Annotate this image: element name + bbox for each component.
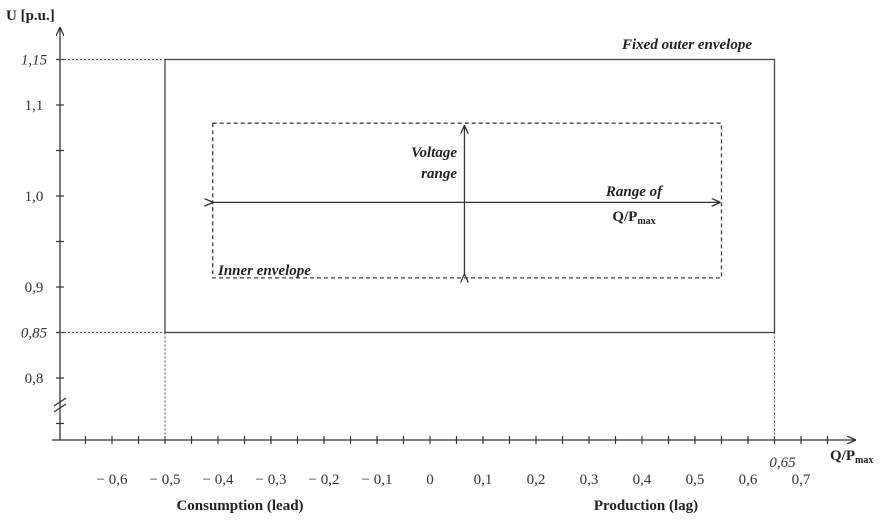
y-tick-label: 0,8 xyxy=(25,371,44,387)
x-axis-title-main: Q/P xyxy=(830,448,855,464)
production-lag-label: Production (lag) xyxy=(594,498,698,514)
x-tick-label: 0,1 xyxy=(474,472,493,488)
y-axis-break xyxy=(53,397,67,413)
x-tick-label: − 0,4 xyxy=(203,472,234,488)
y-tick-label: 1,0 xyxy=(25,189,44,205)
q-range-label-line1: Range of xyxy=(605,184,664,200)
envelope-guide-lines xyxy=(60,59,775,440)
x-tick-label: 0,7 xyxy=(792,472,811,488)
x-tick-label: − 0,1 xyxy=(362,472,393,488)
x-tick-label: − 0,2 xyxy=(309,472,340,488)
fixed-outer-envelope xyxy=(164,58,776,334)
y-tick-label: 1,1 xyxy=(25,98,44,114)
axes xyxy=(52,28,855,444)
x-axis-ticks xyxy=(84,436,829,444)
voltage-range-label-line1: Voltage xyxy=(411,145,457,161)
q-range-label-sub: max xyxy=(637,216,655,227)
x-tick-label: − 0,5 xyxy=(150,472,181,488)
x-tick-label: − 0,3 xyxy=(256,472,287,488)
inner-envelope xyxy=(212,122,723,279)
q-range-label-line2: Q/Pmax xyxy=(612,209,655,227)
inner-envelope-label: Inner envelope xyxy=(217,263,311,279)
x-axis-title: Q/Pmax xyxy=(830,448,873,466)
y-tick-label: 0,85 xyxy=(21,326,48,342)
fixed-outer-envelope-label: Fixed outer envelope xyxy=(621,37,752,53)
x-tick-label: 0 xyxy=(426,472,434,488)
x-axis-tick-labels: − 0,6 − 0,5 − 0,4 − 0,3 − 0,2 − 0,1 0 0,1 0,2 0,3… xyxy=(97,472,811,488)
x-tick-label-0-65: 0,65 xyxy=(769,455,796,471)
x-tick-label: 0,5 xyxy=(686,472,705,488)
q-range-label-main: Q/P xyxy=(612,209,637,225)
x-tick-label: 0,4 xyxy=(633,472,652,488)
consumption-lead-label: Consumption (lead) xyxy=(176,498,303,514)
x-tick-label: − 0,6 xyxy=(97,472,128,488)
x-tick-label: 0,6 xyxy=(739,472,758,488)
x-tick-label: 0,2 xyxy=(527,472,546,488)
voltage-range-label-line2: range xyxy=(421,166,457,182)
y-axis-title: U [p.u.] xyxy=(6,8,55,24)
x-tick-label: 0,3 xyxy=(580,472,599,488)
y-tick-label: 0,9 xyxy=(25,280,44,296)
x-axis-title-sub: max xyxy=(855,455,873,466)
y-tick-label: 1,15 xyxy=(21,53,48,69)
y-axis-tick-labels: 1,15 1,1 1,0 0,9 0,85 0,8 xyxy=(21,53,48,388)
